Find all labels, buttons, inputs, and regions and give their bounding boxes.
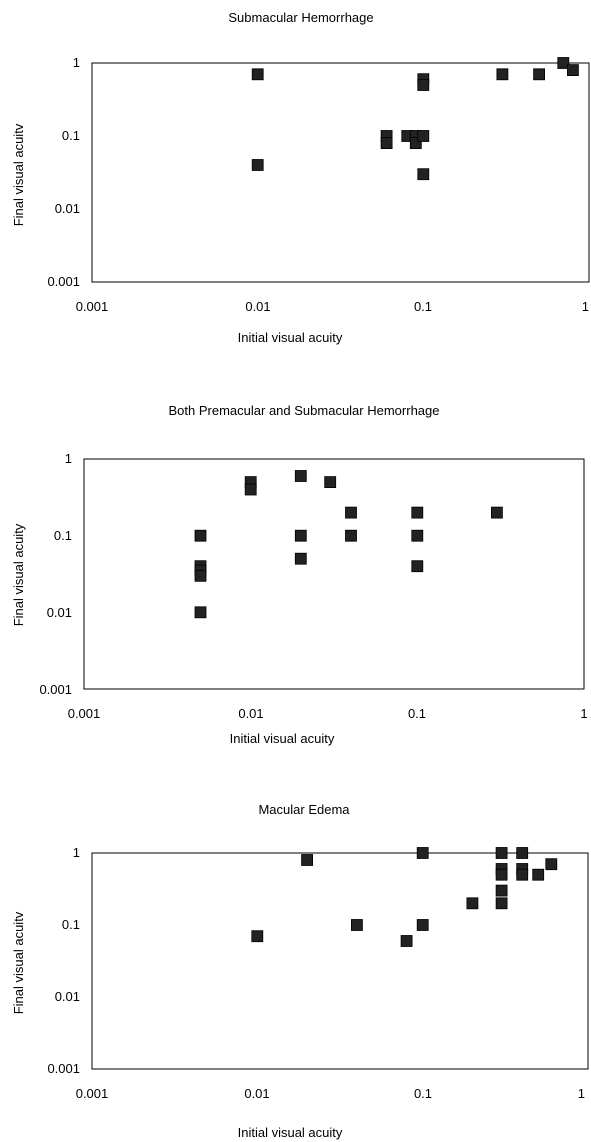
data-point [545, 858, 558, 871]
y-tick-label: 0.01 [47, 605, 72, 620]
y-tick-label: 0.01 [55, 989, 80, 1004]
y-tick-label: 0.1 [62, 128, 80, 143]
data-point [417, 168, 430, 181]
data-point [244, 483, 257, 496]
panel-premacular-submacular-hemorrhage: Both Premacular and Submacular Hemorrhag… [11, 403, 588, 746]
data-point [532, 868, 545, 881]
data-point [417, 130, 430, 142]
data-point [411, 529, 424, 542]
data-point [301, 854, 314, 866]
x-axis-label: Initial visual acuity [238, 1125, 343, 1140]
chart-title: Both Premacular and Submacular Hemorrhag… [169, 403, 440, 418]
data-point [350, 919, 363, 931]
plot-frame [91, 62, 590, 283]
chart-title: Macular Edema [258, 802, 350, 817]
x-tick-label: 1 [578, 1086, 585, 1101]
data-point [567, 64, 579, 76]
x-tick-label: 0.001 [76, 1086, 109, 1101]
data-point [251, 159, 264, 171]
data-point [496, 68, 509, 81]
data-point [324, 476, 337, 489]
data-point [345, 529, 357, 542]
data-point [417, 79, 430, 91]
data-point [380, 137, 393, 150]
data-point [490, 506, 503, 519]
data-point [516, 868, 529, 881]
plot-frame [91, 852, 589, 1070]
data-point [557, 57, 570, 69]
x-tick-label: 0.01 [244, 1086, 269, 1101]
data-point [495, 868, 508, 881]
data-point [411, 560, 424, 573]
data-point [194, 569, 207, 582]
data-point [495, 884, 508, 897]
y-tick-label: 0.001 [47, 1061, 80, 1076]
x-tick-label: 0.01 [238, 706, 263, 721]
y-tick-label: 0.1 [54, 528, 72, 543]
data-points [251, 847, 558, 947]
data-point [409, 137, 422, 150]
data-point [251, 930, 264, 943]
x-tick-label: 1 [580, 706, 587, 721]
data-point [294, 470, 307, 482]
x-axis-label: Initial visual acuity [230, 731, 335, 746]
plot-frame [83, 458, 585, 690]
data-point [495, 847, 508, 859]
data-point [345, 506, 357, 519]
data-point [194, 606, 207, 619]
data-point [495, 897, 508, 910]
y-tick-label: 0.001 [39, 682, 72, 697]
x-tick-label: 0.1 [414, 299, 432, 314]
x-tick-label: 1 [582, 299, 589, 314]
chart-title: Submacular Hemorrhage [228, 10, 373, 25]
data-point [516, 847, 529, 859]
x-tick-label: 0.001 [76, 299, 109, 314]
data-point [416, 919, 429, 931]
data-point [194, 529, 207, 542]
x-axis-label: Initial visual acuity [238, 330, 343, 345]
y-axis-label: Final visual acuitv [11, 123, 26, 226]
data-point [251, 68, 264, 81]
data-point [466, 897, 479, 910]
y-tick-label: 1 [73, 55, 80, 70]
panel-macular-edema: Macular Edema 0.001 0.01 0.1 1 0.001 0.0… [11, 802, 589, 1140]
data-point [294, 529, 307, 542]
y-axis-label: Final visual acuity [11, 523, 26, 626]
y-tick-label: 0.1 [62, 917, 80, 932]
data-point [400, 935, 413, 947]
x-tick-label: 0.1 [408, 706, 426, 721]
data-points [194, 470, 503, 619]
y-tick-label: 0.001 [47, 274, 80, 289]
y-axis-label: Final visual acuitv [11, 911, 26, 1014]
x-tick-label: 0.01 [245, 299, 270, 314]
x-tick-label: 0.1 [414, 1086, 432, 1101]
x-tick-label: 0.001 [68, 706, 101, 721]
data-point [294, 552, 307, 565]
y-tick-label: 1 [73, 845, 80, 860]
y-tick-label: 1 [65, 451, 72, 466]
data-point [416, 847, 429, 859]
data-point [533, 68, 545, 81]
y-tick-label: 0.01 [55, 201, 80, 216]
data-point [411, 506, 424, 519]
panel-submacular-hemorrhage: Submacular Hemorrhage 0.001 0.01 0.1 1 0… [11, 10, 590, 345]
data-points [251, 57, 579, 181]
